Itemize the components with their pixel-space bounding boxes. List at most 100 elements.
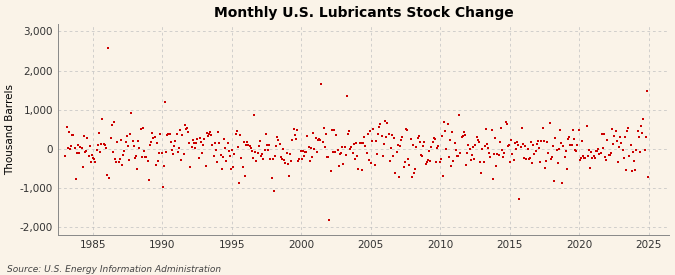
Point	[225, 167, 236, 171]
Point	[207, 143, 218, 147]
Point	[212, 160, 223, 164]
Point	[215, 153, 226, 158]
Point	[505, 160, 516, 164]
Point	[367, 139, 378, 144]
Point	[342, 94, 352, 98]
Point	[637, 130, 647, 135]
Point	[252, 150, 263, 155]
Point	[80, 150, 90, 155]
Point	[73, 142, 84, 147]
Point	[130, 156, 140, 161]
Point	[586, 150, 597, 155]
Point	[76, 146, 87, 150]
Point	[620, 167, 631, 172]
Point	[541, 158, 551, 163]
Point	[306, 146, 317, 150]
Point	[286, 159, 296, 163]
Point	[591, 149, 601, 153]
Point	[345, 147, 356, 151]
Point	[608, 142, 619, 147]
Point	[358, 141, 369, 145]
Point	[99, 143, 110, 147]
Point	[110, 157, 121, 161]
Point	[63, 130, 74, 134]
Point	[466, 152, 477, 157]
Point	[106, 123, 117, 128]
Point	[344, 129, 354, 134]
Point	[462, 151, 472, 155]
Point	[453, 153, 464, 158]
Point	[146, 139, 157, 144]
Point	[290, 137, 301, 142]
Point	[101, 145, 111, 150]
Point	[601, 158, 612, 162]
Point	[238, 140, 249, 144]
Point	[581, 124, 592, 128]
Point	[481, 127, 491, 131]
Point	[641, 89, 652, 93]
Point	[395, 144, 406, 148]
Point	[200, 164, 211, 168]
Point	[389, 136, 400, 140]
Point	[473, 140, 484, 145]
Point	[332, 148, 343, 152]
Point	[557, 181, 568, 186]
Point	[518, 156, 529, 160]
Point	[596, 132, 607, 136]
Point	[321, 132, 331, 137]
Point	[576, 139, 587, 144]
Point	[232, 129, 242, 133]
Point	[580, 156, 591, 160]
Point	[600, 155, 611, 159]
Point	[89, 157, 100, 161]
Point	[363, 158, 374, 162]
Point	[308, 131, 319, 136]
Point	[450, 148, 461, 153]
Point	[403, 157, 414, 161]
Point	[202, 134, 213, 139]
Point	[269, 154, 280, 159]
Point	[579, 156, 590, 160]
Point	[359, 135, 370, 139]
Point	[113, 160, 124, 164]
Point	[335, 151, 346, 155]
Point	[587, 156, 598, 160]
Point	[170, 139, 181, 144]
Point	[567, 128, 578, 132]
Point	[233, 144, 244, 149]
Point	[84, 144, 95, 148]
Point	[155, 132, 166, 136]
Point	[385, 146, 396, 150]
Point	[578, 153, 589, 158]
Point	[290, 133, 300, 137]
Point	[196, 140, 207, 144]
Point	[413, 133, 424, 138]
Point	[460, 133, 470, 137]
Point	[564, 134, 574, 139]
Point	[354, 141, 365, 145]
Point	[585, 166, 595, 170]
Point	[583, 153, 593, 158]
Point	[441, 147, 452, 151]
Point	[614, 144, 624, 149]
Point	[156, 150, 167, 155]
Point	[489, 136, 500, 140]
Point	[556, 141, 566, 145]
Point	[279, 158, 290, 162]
Point	[397, 135, 408, 139]
Point	[392, 150, 402, 154]
Point	[178, 152, 189, 156]
Point	[227, 147, 238, 152]
Point	[185, 164, 196, 169]
Point	[626, 169, 637, 174]
Point	[433, 144, 443, 148]
Point	[584, 147, 595, 152]
Point	[592, 149, 603, 153]
Point	[67, 133, 78, 137]
Point	[338, 161, 349, 166]
Point	[259, 148, 270, 152]
Point	[347, 151, 358, 155]
Point	[454, 112, 464, 117]
Point	[105, 136, 116, 141]
Point	[319, 126, 329, 130]
